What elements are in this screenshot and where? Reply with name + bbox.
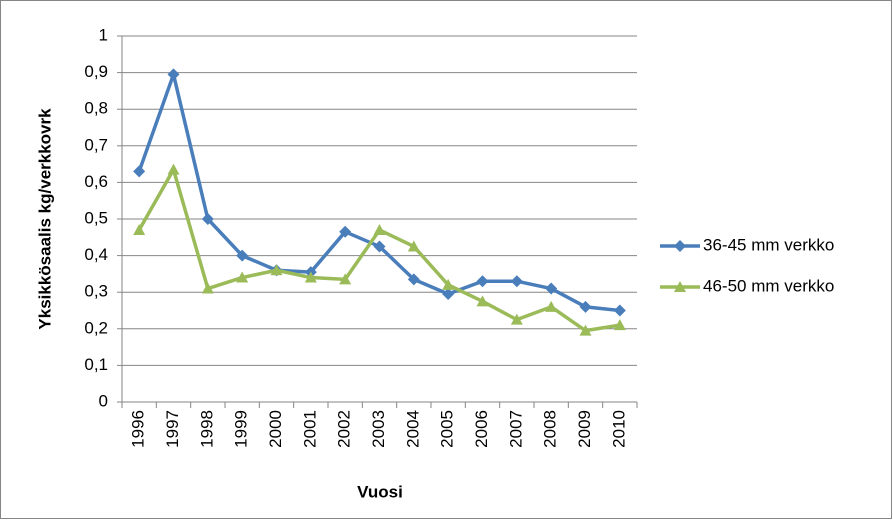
marker — [133, 165, 146, 178]
x-tick-label: 2007 — [506, 410, 525, 448]
y-tick-label: 0 — [99, 391, 108, 410]
x-tick-label: 2008 — [541, 410, 560, 448]
x-tick-label: 2009 — [575, 410, 594, 448]
marker — [545, 282, 558, 295]
y-tick-label: 0,3 — [84, 282, 108, 301]
marker — [270, 264, 283, 276]
marker — [339, 273, 352, 285]
marker — [476, 295, 489, 307]
y-axis-title: Yksikkösaalis kg/verkkovrk — [35, 108, 54, 330]
marker — [476, 275, 489, 288]
y-tick-label: 0,2 — [84, 318, 108, 337]
marker — [167, 163, 180, 175]
marker — [613, 319, 626, 331]
marker — [674, 281, 686, 292]
x-tick-label: 2001 — [300, 410, 319, 448]
marker — [442, 278, 455, 290]
marker — [339, 225, 352, 238]
x-tick-label: 2010 — [609, 410, 628, 448]
marker — [236, 249, 249, 262]
y-tick-label: 0,7 — [84, 135, 108, 154]
marker — [579, 324, 592, 336]
marker — [407, 240, 420, 252]
x-tick-label: 2006 — [472, 410, 491, 448]
y-tick-label: 0,9 — [84, 62, 108, 81]
marker — [674, 240, 686, 252]
marker — [201, 213, 214, 225]
y-tick-label: 0,4 — [84, 245, 108, 264]
x-tick-label: 2003 — [369, 410, 388, 448]
marker — [201, 282, 214, 294]
x-tick-label: 1996 — [129, 410, 148, 448]
x-tick-label: 1999 — [232, 410, 251, 448]
y-tick-label: 0,1 — [84, 355, 108, 374]
x-tick-label: 2005 — [438, 410, 457, 448]
x-tick-label: 2004 — [403, 410, 422, 448]
marker — [613, 304, 626, 317]
legend-label: 36-45 mm verkko — [703, 235, 834, 254]
marker — [407, 273, 420, 286]
marker — [510, 275, 523, 288]
x-tick-label: 2002 — [335, 410, 354, 448]
y-tick-label: 0,6 — [84, 172, 108, 191]
x-tick-label: 1997 — [163, 410, 182, 448]
marker — [510, 313, 523, 325]
x-tick-label: 1998 — [197, 410, 216, 448]
marker — [373, 223, 386, 235]
legend-label: 46-50 mm verkko — [703, 276, 834, 295]
marker — [304, 271, 317, 283]
marker — [236, 271, 249, 283]
marker — [545, 300, 558, 312]
marker — [579, 300, 592, 313]
x-tick-label: 2000 — [266, 410, 285, 448]
x-axis-title: Vuosi — [357, 482, 403, 501]
y-tick-label: 0,8 — [84, 99, 108, 118]
marker — [373, 240, 386, 253]
marker — [442, 288, 455, 301]
y-tick-label: 1 — [99, 25, 108, 44]
marker — [133, 223, 146, 235]
y-tick-label: 0,5 — [84, 208, 108, 227]
marker — [167, 68, 180, 81]
